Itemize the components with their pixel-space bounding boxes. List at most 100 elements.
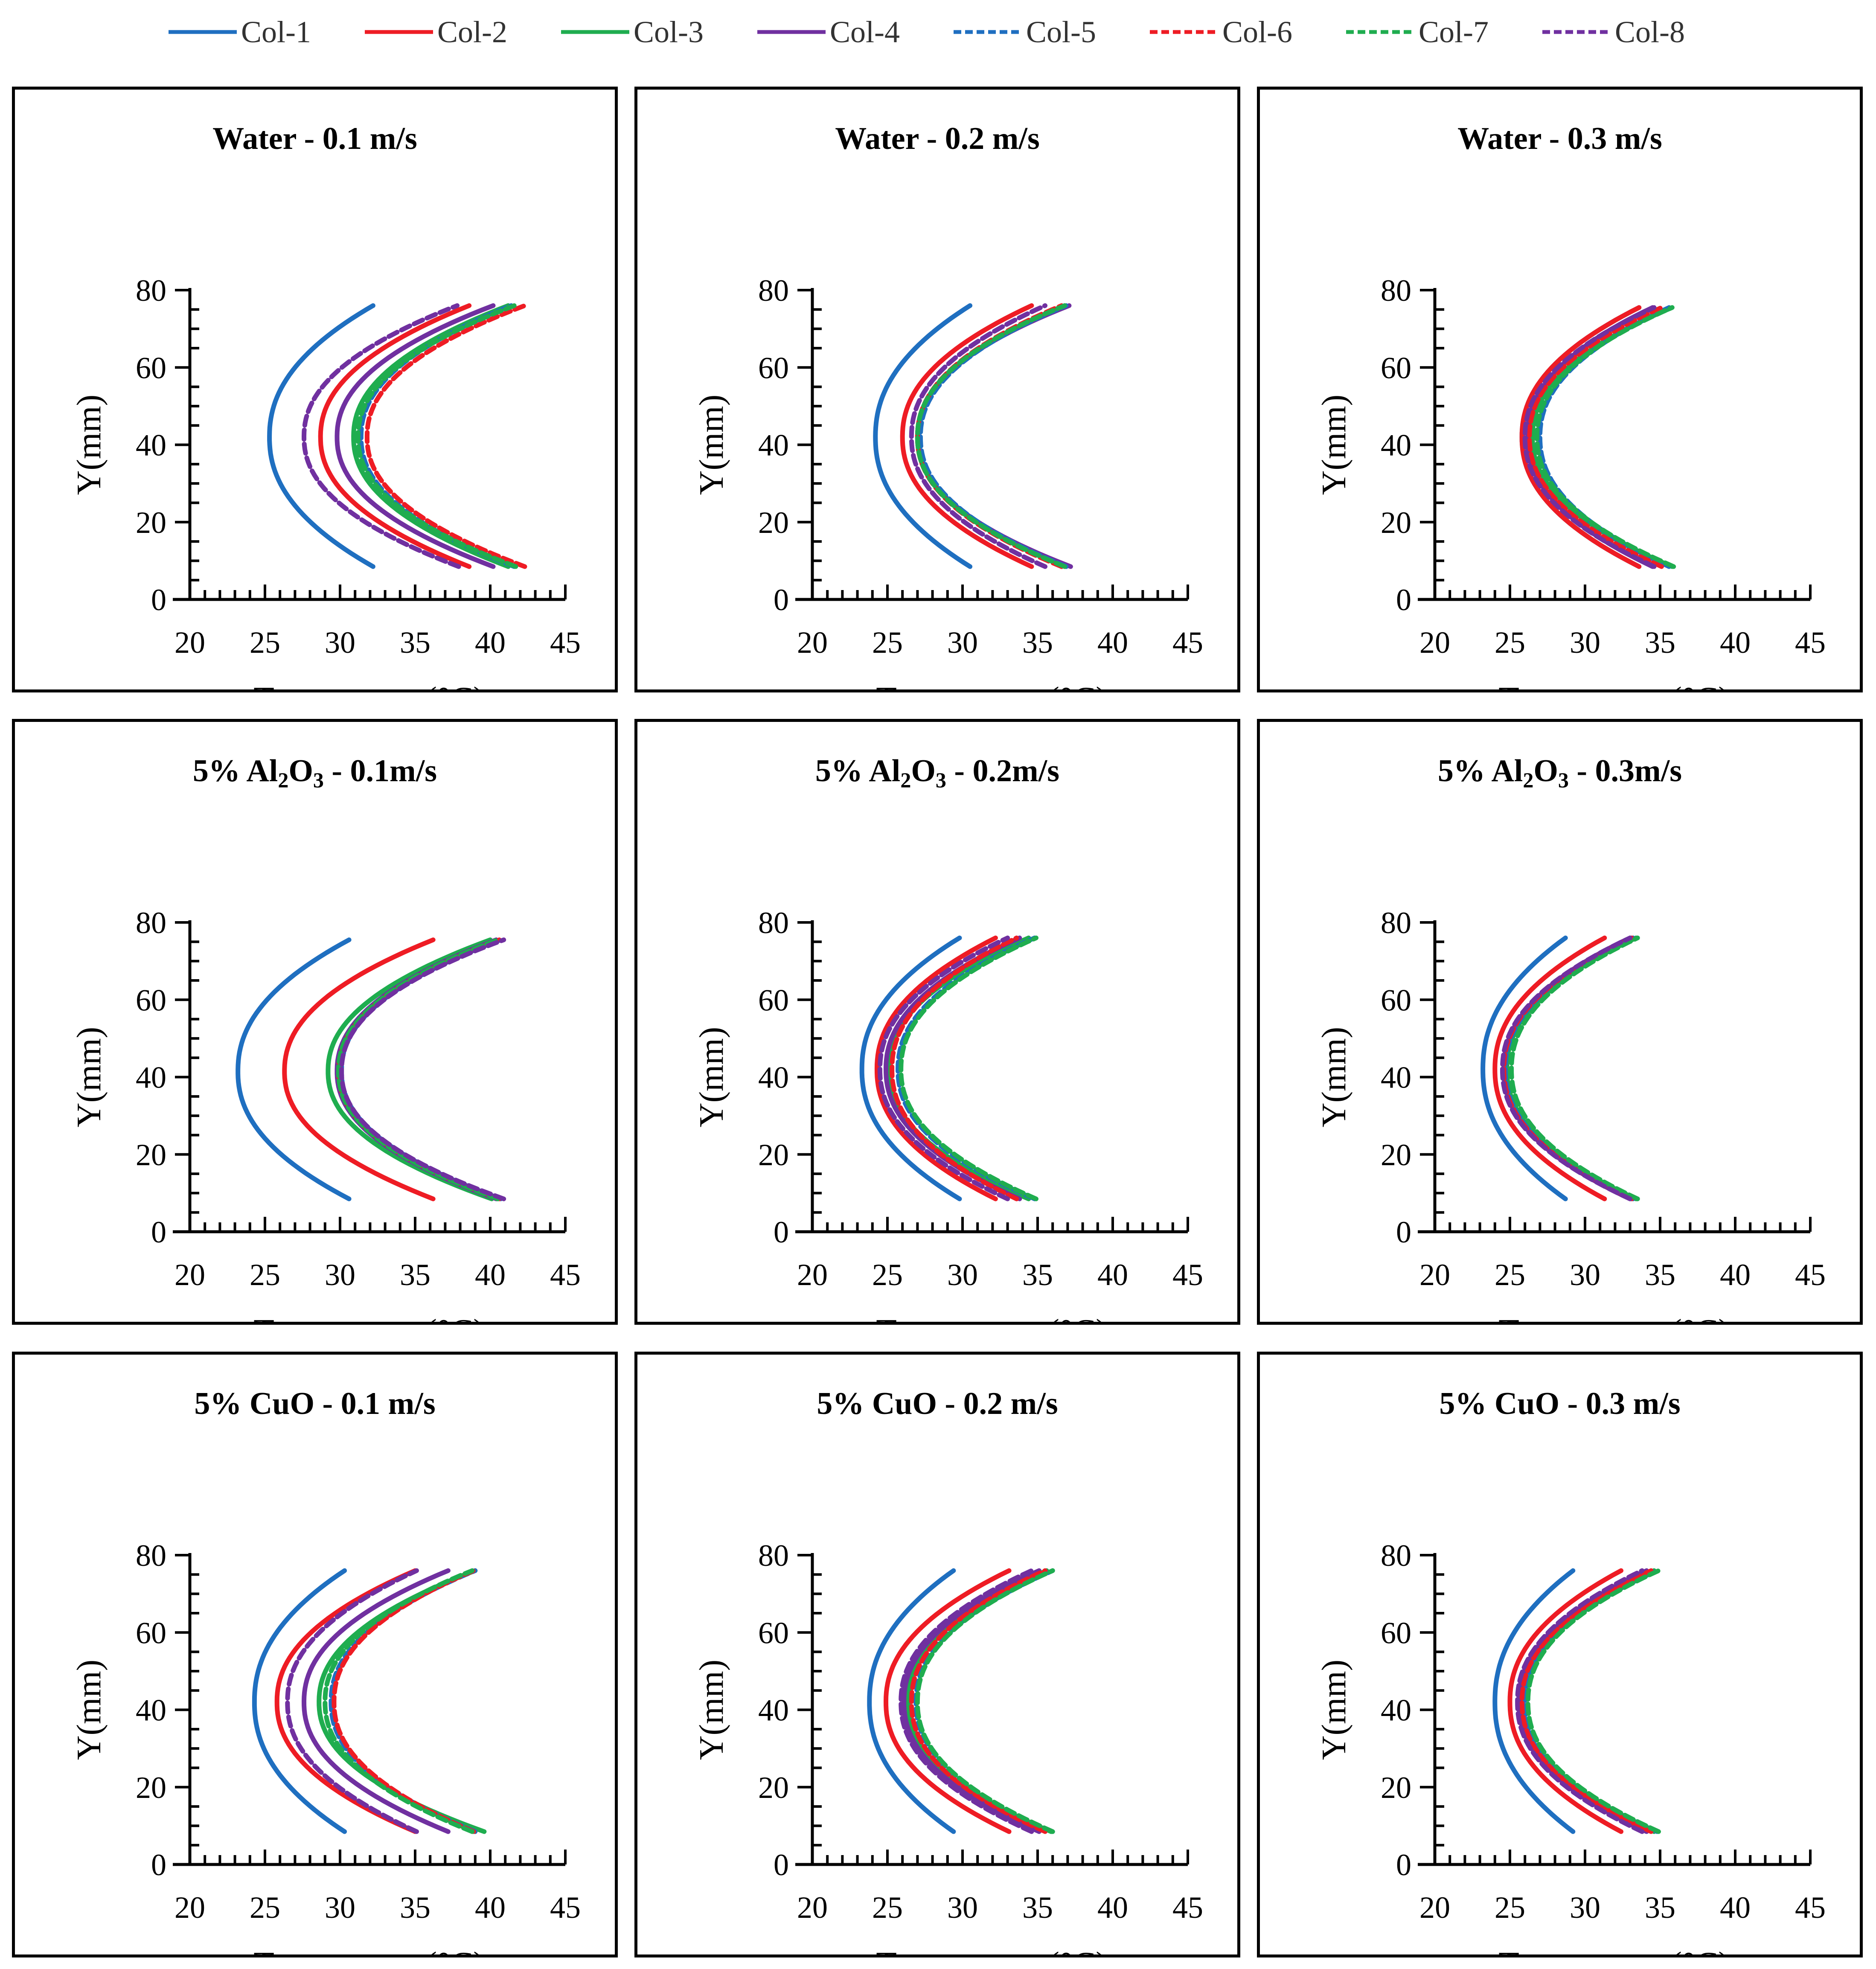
legend-item-col-1: Col-1 (166, 13, 354, 51)
chart-panel: 5% CuO - 0.3 m/s020406080202530354045Tem… (1257, 1352, 1863, 1957)
chart-title-part: - 0.1m/s (323, 753, 437, 788)
x-tick-label: 40 (1720, 625, 1751, 660)
y-tick-label: 60 (758, 351, 789, 385)
y-tick-label: 20 (758, 506, 789, 540)
series-line-col-6 (890, 935, 1019, 1201)
legend-label: Col-8 (1615, 15, 1685, 49)
x-tick-label: 25 (1495, 625, 1525, 660)
y-tick-label: 80 (1381, 1539, 1411, 1573)
series-line-col-1 (873, 303, 973, 569)
chart-svg: 020406080202530354045Tempreature(°C)Y(mm… (693, 1539, 1203, 1954)
series-line-col-8 (1500, 935, 1633, 1201)
x-tick-label: 40 (1097, 1890, 1128, 1925)
x-tick-label: 35 (1645, 1258, 1675, 1292)
series-line-col-6 (1527, 305, 1664, 569)
series-line-col-1 (1480, 935, 1568, 1201)
series-line-col-2 (1507, 1568, 1623, 1834)
y-tick-label: 60 (1381, 983, 1411, 1017)
legend-swatch (1542, 30, 1611, 34)
chart-title: 5% CuO - 0.2 m/s (637, 1382, 1237, 1425)
x-axis-label: Tempreature(°C) (876, 681, 1107, 689)
legend-swatch (757, 30, 826, 34)
y-tick-label: 80 (1381, 273, 1411, 308)
series-line-col-8 (1515, 1568, 1645, 1834)
x-tick-label: 20 (797, 625, 828, 660)
y-tick-label: 80 (758, 906, 789, 940)
x-tick-label: 20 (175, 1258, 205, 1292)
y-axis-label: Y(mm) (693, 1660, 730, 1760)
x-tick-label: 30 (325, 625, 355, 660)
y-tick-label: 20 (1381, 1138, 1411, 1172)
x-tick-label: 30 (325, 1890, 355, 1925)
y-tick-label: 40 (1381, 1061, 1411, 1095)
chart-panel: 5% Al2O3 - 0.3m/s020406080202530354045Te… (1257, 719, 1863, 1325)
legend-swatch (1150, 30, 1218, 34)
chart-title-part: 2 (900, 768, 911, 792)
x-axis-label: Tempreature(°C) (253, 1313, 485, 1322)
series-line-col-4 (334, 303, 496, 569)
x-tick-label: 40 (1097, 625, 1128, 660)
chart-svg: 020406080202530354045Tempreature(°C)Y(mm… (1315, 273, 1826, 689)
x-tick-label: 40 (475, 1258, 506, 1292)
x-tick-label: 45 (1795, 1258, 1826, 1292)
legend-swatch (561, 30, 629, 34)
legend-label: Col-7 (1419, 15, 1489, 49)
chart-title-part: - 0.2m/s (946, 753, 1060, 788)
x-tick-label: 45 (1795, 625, 1826, 660)
x-tick-label: 30 (325, 1258, 355, 1292)
y-tick-label: 40 (758, 428, 789, 462)
y-axis-label: Y(mm) (70, 1027, 108, 1128)
y-tick-label: 0 (1396, 583, 1411, 617)
y-axis-label: Y(mm) (693, 1027, 730, 1128)
series-line-col-7 (915, 1568, 1055, 1834)
series-line-col-2 (282, 937, 436, 1201)
chart-title: 5% Al2O3 - 0.1m/s (15, 750, 615, 792)
y-tick-label: 0 (1396, 1215, 1411, 1249)
series-line-col-1 (252, 1568, 347, 1834)
legend-item-col-4: Col-4 (755, 13, 943, 51)
chart-panel: Water - 0.3 m/s020406080202530354045Temp… (1257, 87, 1863, 692)
series-line-col-5 (918, 303, 1069, 569)
x-tick-label: 20 (175, 1890, 205, 1925)
series-line-col-1 (867, 1568, 956, 1834)
y-tick-label: 20 (758, 1138, 789, 1172)
series-line-col-2 (884, 1568, 1012, 1834)
y-tick-label: 60 (1381, 351, 1411, 385)
chart-title: 5% Al2O3 - 0.3m/s (1260, 750, 1860, 792)
chart-title-text: Water - 0.1 m/s (212, 121, 417, 156)
chart-title: 5% CuO - 0.1 m/s (15, 1382, 615, 1425)
chart-panel: 5% Al2O3 - 0.1m/s 0 20 40 60 80 20 25 30 35 40 45 Te… (12, 719, 618, 1325)
series-line-col-1 (236, 937, 352, 1201)
x-tick-label: 20 (797, 1890, 828, 1925)
y-tick-label: 0 (774, 1215, 789, 1249)
legend-item-col-3: Col-3 (559, 13, 747, 51)
x-axis-label: Tempreature(°C) (1498, 1313, 1730, 1322)
y-tick-label: 0 (151, 1848, 166, 1882)
y-tick-label: 20 (1381, 506, 1411, 540)
x-axis-label: Tempreature(°C) (1498, 1946, 1730, 1954)
x-tick-label: 30 (1570, 1258, 1600, 1292)
x-tick-label: 35 (1645, 625, 1675, 660)
series-line-col-2 (1492, 935, 1607, 1201)
x-tick-label: 40 (475, 1890, 506, 1925)
series-line-col-8 (909, 303, 1048, 569)
y-tick-label: 20 (136, 1771, 166, 1805)
y-tick-label: 60 (136, 983, 166, 1017)
x-tick-label: 25 (250, 1890, 280, 1925)
series-line-col-4 (915, 303, 1073, 569)
series-line-col-5 (1537, 305, 1672, 569)
series-line-col-4 (302, 1568, 451, 1834)
y-tick-label: 40 (136, 1693, 166, 1728)
series-line-col-2 (318, 303, 472, 569)
legend-item-col-8: Col-8 (1540, 13, 1728, 51)
y-tick-label: 0 (774, 583, 789, 617)
y-tick-label: 20 (1381, 1771, 1411, 1805)
y-tick-label: 20 (136, 1138, 166, 1172)
x-tick-label: 45 (550, 1258, 581, 1292)
y-tick-label: 80 (758, 1539, 789, 1573)
series-line-col-8 (899, 1568, 1034, 1834)
x-tick-label: 30 (947, 1258, 978, 1292)
legend: Col-1 Col-2 Col-3 Col-4 Col-5 Col-6 Col-7 Col-8 (0, 0, 1876, 68)
chart-title-text: Water - 0.3 m/s (1457, 121, 1662, 156)
series-line-col-7 (899, 935, 1038, 1201)
